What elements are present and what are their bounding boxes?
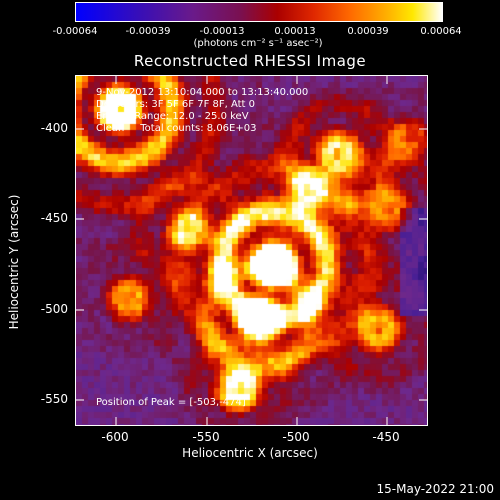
method-counts-label: Clean Total counts: 8.06E+03 <box>96 123 257 134</box>
colorbar-units: (photons cm⁻² s⁻¹ asec⁻²) <box>193 38 323 49</box>
image-plot-area <box>75 75 428 426</box>
colorbar <box>75 2 443 22</box>
peak-position-label: Position of Peak = [-503,-474] <box>96 397 246 408</box>
colorbar-tick-label: 0.00013 <box>274 26 316 37</box>
x-tick-label: -550 <box>192 430 220 444</box>
detectors-label: Detectors: 3F 5F 6F 7F 8F, Att 0 <box>96 99 256 110</box>
colorbar-tick-label: -0.00013 <box>199 26 245 37</box>
y-axis-label: Heliocentric Y (arcsec) <box>7 194 21 330</box>
y-tick-label: -500 <box>40 302 68 316</box>
time-range-label: 9-Nov-2012 13:10:04.000 to 13:13:40.000 <box>96 87 309 98</box>
y-tick-label: -400 <box>40 121 68 135</box>
x-tick-label: -500 <box>282 430 310 444</box>
y-tick-label: -550 <box>40 392 68 406</box>
footer-timestamp: 15-May-2022 21:00 <box>376 482 494 496</box>
axis-ticks <box>76 76 427 425</box>
colorbar-tick-label: 0.00039 <box>347 26 389 37</box>
colorbar-tick-label: -0.00064 <box>52 26 98 37</box>
plot-title: Reconstructed RHESSI Image <box>133 52 367 70</box>
x-tick-label: -450 <box>372 430 400 444</box>
energy-range-label: Energy Range: 12.0 - 25.0 keV <box>96 111 249 122</box>
y-tick-label: -450 <box>40 211 68 225</box>
x-axis-label: Heliocentric X (arcsec) <box>182 446 318 460</box>
rhessi-image-map <box>76 76 427 425</box>
x-tick-label: -600 <box>101 430 129 444</box>
colorbar-tick-label: 0.00064 <box>420 26 462 37</box>
colorbar-tick-label: -0.00039 <box>125 26 171 37</box>
